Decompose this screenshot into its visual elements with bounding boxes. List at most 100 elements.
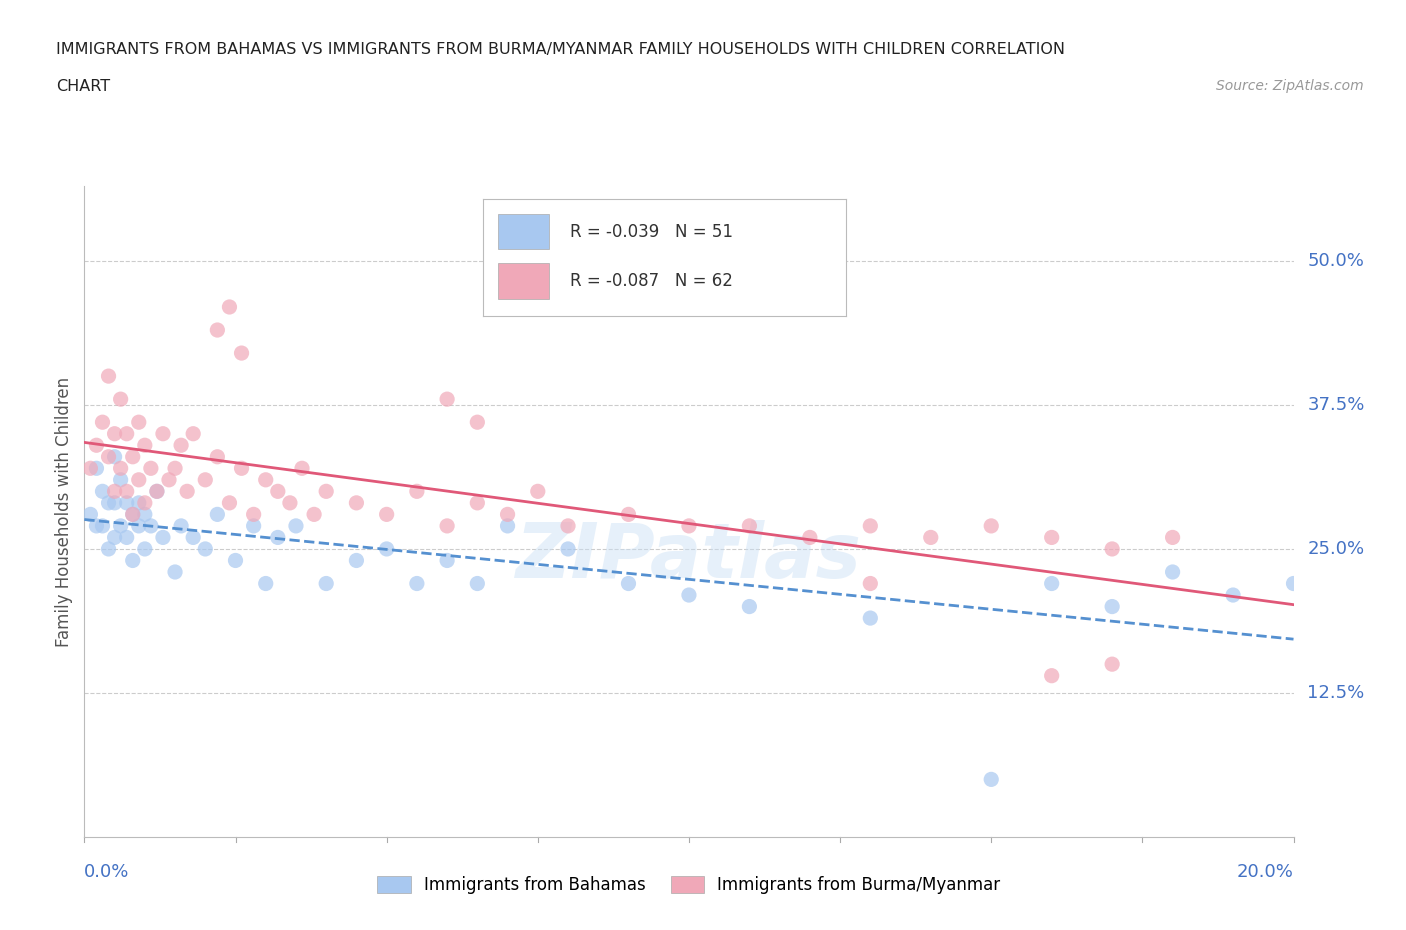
Point bbox=[436, 553, 458, 568]
Point bbox=[980, 772, 1002, 787]
Point bbox=[1101, 657, 1123, 671]
Point bbox=[254, 576, 277, 591]
Point bbox=[1040, 530, 1063, 545]
Text: 25.0%: 25.0% bbox=[1308, 540, 1365, 558]
Point bbox=[315, 484, 337, 498]
Legend: Immigrants from Bahamas, Immigrants from Burma/Myanmar: Immigrants from Bahamas, Immigrants from… bbox=[377, 876, 1001, 894]
Point bbox=[291, 461, 314, 476]
Point bbox=[267, 484, 290, 498]
Point bbox=[218, 299, 240, 314]
Point bbox=[218, 496, 240, 511]
Point bbox=[207, 449, 229, 464]
Text: 0.0%: 0.0% bbox=[84, 863, 129, 881]
Point bbox=[104, 496, 127, 511]
Point bbox=[207, 507, 229, 522]
Point bbox=[799, 530, 821, 545]
Point bbox=[436, 392, 458, 406]
Point bbox=[115, 484, 138, 498]
Point bbox=[1161, 565, 1184, 579]
Point bbox=[436, 518, 458, 533]
Point bbox=[110, 518, 132, 533]
Point bbox=[104, 530, 127, 545]
Point bbox=[1040, 576, 1063, 591]
Point bbox=[1101, 599, 1123, 614]
Text: 12.5%: 12.5% bbox=[1308, 684, 1365, 702]
Point bbox=[157, 472, 180, 487]
Point bbox=[194, 541, 217, 556]
Text: Source: ZipAtlas.com: Source: ZipAtlas.com bbox=[1216, 79, 1364, 93]
Point bbox=[134, 507, 156, 522]
Point bbox=[91, 484, 114, 498]
Point bbox=[79, 461, 101, 476]
Point bbox=[920, 530, 942, 545]
Point bbox=[181, 426, 204, 441]
Text: ZIPatlas: ZIPatlas bbox=[516, 520, 862, 594]
Point bbox=[152, 530, 174, 545]
Point bbox=[104, 449, 127, 464]
Point bbox=[315, 576, 337, 591]
Point bbox=[557, 541, 579, 556]
Point bbox=[496, 507, 519, 522]
Point bbox=[496, 518, 519, 533]
Point bbox=[146, 484, 169, 498]
Point bbox=[121, 507, 143, 522]
Point bbox=[139, 461, 162, 476]
Point bbox=[346, 553, 368, 568]
Point bbox=[1101, 541, 1123, 556]
Point bbox=[110, 461, 132, 476]
Point bbox=[1282, 576, 1305, 591]
Point bbox=[242, 518, 264, 533]
Point bbox=[181, 530, 204, 545]
Point bbox=[284, 518, 308, 533]
Point bbox=[375, 541, 398, 556]
Point bbox=[225, 553, 247, 568]
Point bbox=[86, 461, 108, 476]
Point bbox=[104, 484, 127, 498]
Point bbox=[91, 518, 114, 533]
Point bbox=[406, 484, 429, 498]
Point bbox=[91, 415, 114, 430]
Point bbox=[97, 496, 120, 511]
Point bbox=[128, 496, 150, 511]
Point bbox=[134, 541, 156, 556]
Point bbox=[170, 518, 193, 533]
Text: 20.0%: 20.0% bbox=[1237, 863, 1294, 881]
Point bbox=[170, 438, 193, 453]
Text: 50.0%: 50.0% bbox=[1308, 252, 1364, 270]
Point bbox=[617, 507, 640, 522]
Point bbox=[97, 368, 120, 383]
Point bbox=[859, 518, 882, 533]
Point bbox=[194, 472, 217, 487]
Point bbox=[678, 588, 700, 603]
Point bbox=[406, 576, 429, 591]
Point bbox=[121, 553, 143, 568]
Point bbox=[121, 507, 143, 522]
Point bbox=[1040, 669, 1063, 684]
Point bbox=[152, 426, 174, 441]
Point bbox=[128, 518, 150, 533]
Point bbox=[115, 496, 138, 511]
Point bbox=[231, 461, 253, 476]
Point bbox=[134, 438, 156, 453]
Point bbox=[163, 565, 186, 579]
Text: CHART: CHART bbox=[56, 79, 110, 94]
Point bbox=[110, 392, 132, 406]
Point bbox=[146, 484, 169, 498]
Point bbox=[207, 323, 229, 338]
Point bbox=[467, 415, 489, 430]
Point bbox=[121, 449, 143, 464]
Point bbox=[115, 530, 138, 545]
Point bbox=[128, 472, 150, 487]
Point bbox=[134, 496, 156, 511]
Point bbox=[242, 507, 264, 522]
Point bbox=[980, 518, 1002, 533]
Point bbox=[128, 415, 150, 430]
Point bbox=[97, 541, 120, 556]
Point bbox=[302, 507, 325, 522]
Point bbox=[738, 518, 761, 533]
Point bbox=[859, 576, 882, 591]
Point bbox=[97, 449, 120, 464]
Point bbox=[738, 599, 761, 614]
Point bbox=[467, 496, 489, 511]
Point bbox=[375, 507, 398, 522]
